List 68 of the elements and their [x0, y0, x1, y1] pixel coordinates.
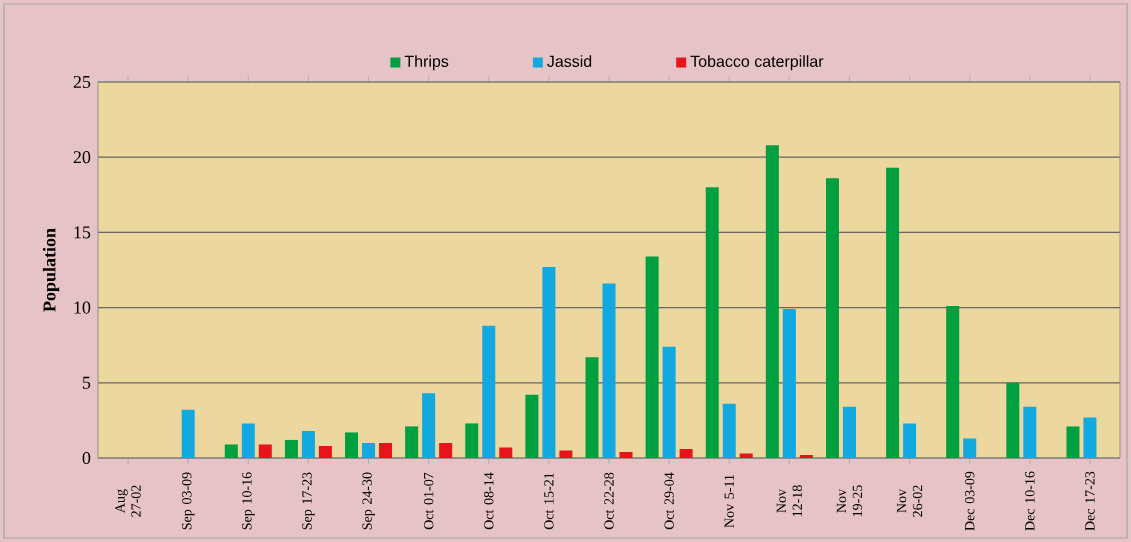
- bar: [284, 439, 298, 458]
- bar: [379, 442, 393, 458]
- x-tick-label: Nov 12-18: [776, 485, 802, 517]
- bar: [301, 430, 315, 458]
- bar: [619, 451, 633, 458]
- bar: [1023, 406, 1037, 458]
- bar: [362, 442, 376, 458]
- y-tick-label: 10: [74, 301, 91, 314]
- bar: [258, 444, 272, 458]
- y-tick-label: 15: [74, 226, 91, 239]
- bar: [465, 423, 479, 458]
- bar: [825, 178, 839, 458]
- x-tick-label: Sep 03-09: [182, 472, 195, 530]
- x-tick-label: Nov 19-25: [836, 485, 863, 517]
- bar: [739, 453, 753, 458]
- bar: [405, 426, 419, 458]
- x-tick-label: Sep 24-30: [362, 472, 375, 530]
- x-tick-label: Dec 03-09: [964, 471, 975, 531]
- x-tick-label: Oct 15-21: [544, 473, 554, 530]
- bar: [422, 393, 436, 458]
- bar: [585, 357, 599, 458]
- bar: [482, 325, 496, 458]
- x-tick-label: Sep 17-23: [302, 472, 315, 530]
- legend-label: Jassid: [547, 55, 592, 67]
- x-tick-label: Nov 26-02: [896, 485, 923, 517]
- bar: [318, 445, 332, 458]
- x-tick-label: Aug 27-02: [115, 485, 141, 517]
- bar: [559, 450, 573, 458]
- bar: [542, 267, 556, 458]
- bar: [903, 423, 917, 458]
- bar: [1006, 382, 1020, 458]
- y-tick-label: 5: [82, 376, 91, 389]
- bar: [525, 394, 539, 458]
- x-tick-label: Oct 08-14: [484, 472, 494, 530]
- bar: [765, 145, 779, 458]
- legend-label: Tobacco caterpillar: [690, 55, 824, 71]
- x-tick-label: Nov 5-11: [724, 474, 734, 528]
- x-tick-label: Dec 10-16: [1025, 471, 1035, 531]
- x-tick-label: Dec 17-23: [1085, 471, 1095, 531]
- bar: [946, 306, 960, 458]
- y-tick-label: 0: [82, 451, 91, 465]
- bar: [782, 309, 796, 458]
- y-tick-label: 25: [73, 75, 91, 89]
- bar: [224, 444, 238, 458]
- bar: [1066, 426, 1080, 458]
- y-axis-title: Population: [42, 228, 60, 312]
- x-tick-label: Oct 29-04: [664, 472, 674, 530]
- bar: [439, 442, 453, 458]
- bar: [842, 406, 856, 458]
- bar: [345, 432, 359, 458]
- bar: [602, 283, 616, 458]
- bar: [499, 447, 513, 458]
- bar: [886, 167, 900, 458]
- bar: [241, 423, 255, 458]
- bar: [662, 346, 676, 458]
- bar: [645, 256, 659, 458]
- bar: [799, 454, 813, 458]
- x-tick-label: Sep 10-16: [242, 472, 255, 530]
- bar: [181, 409, 195, 458]
- legend-label: Thrips: [404, 55, 449, 71]
- bar: [705, 187, 719, 458]
- bar: [679, 448, 693, 458]
- y-tick-label: 20: [73, 151, 91, 164]
- x-tick-label: Oct 01-07: [423, 472, 434, 530]
- bar: [963, 438, 977, 458]
- bar: [722, 403, 736, 458]
- bar: [1083, 417, 1097, 458]
- x-tick-label: Oct 22-28: [604, 472, 614, 530]
